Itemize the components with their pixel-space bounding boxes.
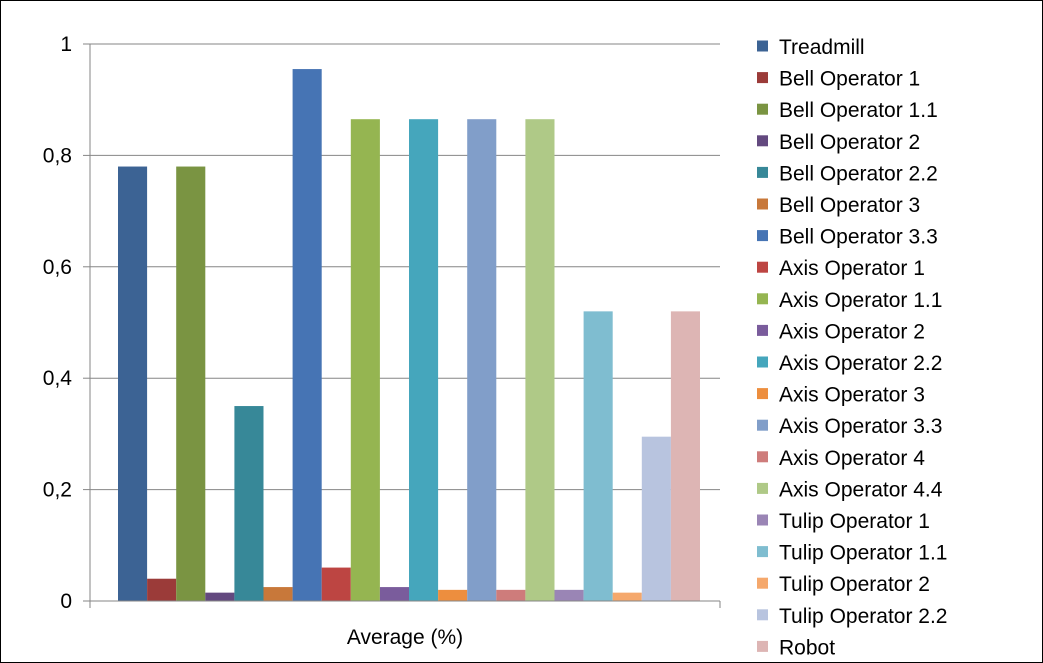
legend-label: Treadmill: [779, 36, 865, 59]
legend-label: Axis Operator 1: [779, 257, 925, 280]
bar-tulip-operator-2: [612, 592, 642, 601]
legend-swatch: [757, 72, 768, 84]
bar-bell-operator-2: [205, 592, 235, 601]
legend-swatch: [757, 324, 768, 336]
legend-label: Bell Operator 1: [779, 68, 920, 91]
legend-label: Bell Operator 1.1: [779, 99, 938, 122]
bar-tulip-operator-2-2: [641, 436, 671, 601]
bar-axis-operator-4-4: [525, 119, 555, 601]
y-tick-label: 0,4: [43, 367, 73, 390]
legend-label: Bell Operator 2.2: [779, 162, 938, 185]
bar-axis-operator-1-1: [350, 119, 380, 601]
bar-tulip-operator-1: [554, 589, 584, 601]
bars: [118, 69, 700, 602]
bar-axis-operator-4: [496, 589, 526, 601]
legend-swatch: [757, 261, 768, 273]
legend-swatch: [757, 40, 768, 52]
y-tick-label: 0,2: [43, 479, 72, 502]
bar-treadmill: [118, 166, 148, 602]
legend-label: Bell Operator 2: [779, 131, 920, 154]
bar-bell-operator-1-1: [176, 166, 206, 602]
x-category-label: Average (%): [347, 626, 463, 649]
legend-swatch: [757, 230, 768, 242]
bar-tulip-operator-1-1: [583, 311, 613, 601]
legend-swatch: [757, 609, 768, 621]
legend-swatch: [757, 419, 768, 431]
legend-label: Bell Operator 3.3: [779, 226, 938, 249]
legend-label: Axis Operator 4.4: [779, 478, 943, 501]
legend-swatch: [757, 640, 768, 652]
legend-label: Tulip Operator 1.1: [779, 542, 947, 565]
legend-swatch: [757, 451, 768, 463]
bar-robot: [670, 311, 700, 601]
bar-axis-operator-3: [438, 589, 468, 601]
legend: Treadmill Bell Operator 1 Bell Operator 1.…: [757, 36, 947, 659]
legend-label: Tulip Operator 1: [779, 510, 930, 533]
legend-swatch: [757, 166, 768, 178]
legend-label: Axis Operator 3.3: [779, 415, 942, 438]
legend-label: Axis Operator 3: [779, 384, 925, 407]
legend-label: Axis Operator 2.2: [779, 352, 942, 375]
legend-swatch: [757, 514, 768, 526]
bar-bell-operator-3: [263, 587, 293, 601]
y-tick-label: 0,6: [43, 256, 72, 279]
y-tick-label: 0: [60, 590, 72, 613]
legend-swatch: [757, 577, 768, 589]
legend-label: Robot: [779, 636, 835, 659]
y-tick-label: 0,8: [43, 144, 72, 167]
bar-axis-operator-2-2: [409, 119, 439, 601]
bar-axis-operator-2: [379, 587, 409, 601]
y-tick-label: 1: [60, 33, 72, 56]
legend-label: Axis Operator 4: [779, 447, 925, 470]
bar-axis-operator-1: [321, 567, 351, 601]
legend-swatch: [757, 198, 768, 210]
legend-label: Bell Operator 3: [779, 194, 920, 217]
legend-swatch: [757, 388, 768, 400]
legend-swatch: [757, 482, 768, 494]
legend-swatch: [757, 546, 768, 558]
bar-axis-operator-3-3: [467, 119, 497, 601]
bar-bell-operator-3-3: [292, 69, 322, 601]
legend-label: Axis Operator 1.1: [779, 289, 942, 312]
legend-label: Axis Operator 2: [779, 320, 925, 343]
legend-swatch: [757, 103, 768, 115]
legend-swatch: [757, 135, 768, 147]
axes: 0 0,2 0,4 0,6 0,8 1 Average (%): [43, 33, 721, 649]
legend-label: Tulip Operator 2.2: [779, 605, 947, 628]
legend-label: Tulip Operator 2: [779, 573, 930, 596]
legend-swatch: [757, 356, 768, 368]
bar-bell-operator-2-2: [234, 406, 264, 601]
legend-swatch: [757, 293, 768, 305]
bar-bell-operator-1: [147, 578, 177, 601]
